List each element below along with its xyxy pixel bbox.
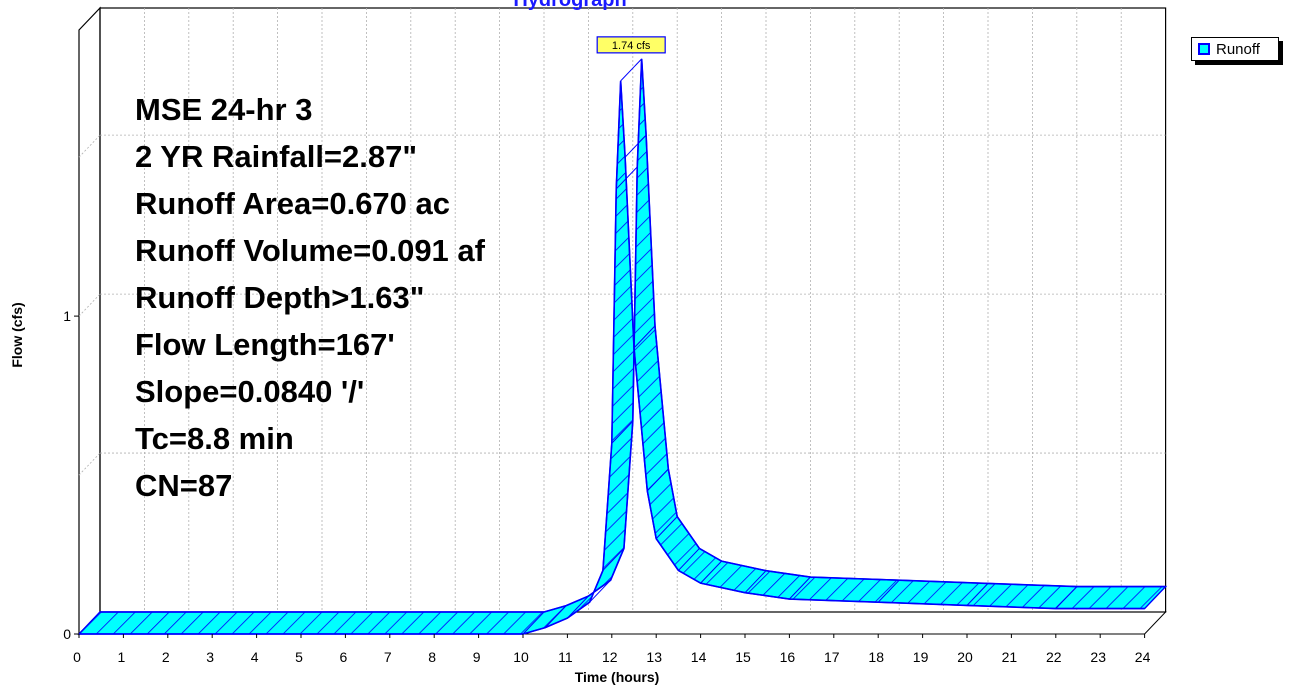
- x-tick-label: 20: [957, 649, 973, 665]
- series-runoff-point: [620, 58, 643, 82]
- info-line: Tc=8.8 min: [135, 421, 294, 456]
- x-tick-label: 19: [913, 649, 929, 665]
- left-wall: [78, 6, 101, 636]
- grid-line-y-side: [78, 134, 101, 158]
- x-tick-label: 22: [1046, 649, 1062, 665]
- x-tick-label: 10: [513, 649, 529, 665]
- x-tick-label: 23: [1090, 649, 1106, 665]
- y-axis-label: Flow (cfs): [9, 302, 25, 367]
- x-tick-label: 17: [824, 649, 840, 665]
- info-line: Runoff Depth>1.63": [135, 280, 424, 315]
- x-tick-label: 7: [384, 649, 392, 665]
- x-tick-label: 0: [73, 649, 81, 665]
- series-runoff-point: [611, 420, 634, 444]
- x-tick-label: 16: [780, 649, 796, 665]
- legend-label-runoff: Runoff: [1216, 40, 1260, 58]
- info-line: CN=87: [135, 468, 232, 503]
- series-runoff-point: [544, 605, 567, 628]
- legend-swatch-runoff: [1198, 43, 1210, 55]
- series-runoff-point: [1055, 586, 1078, 609]
- y-tick-label: 0: [63, 626, 71, 642]
- series-runoff-point: [877, 579, 900, 603]
- x-tick-label: 8: [428, 649, 436, 665]
- x-tick-label: 13: [646, 649, 662, 665]
- series-runoff-point: [700, 560, 722, 584]
- series-runoff-point: [744, 570, 767, 594]
- x-tick-label: 4: [251, 649, 259, 665]
- info-line: Runoff Area=0.670 ac: [135, 186, 450, 221]
- series-runoff-point: [78, 611, 101, 635]
- x-tick-label: 1: [118, 649, 126, 665]
- grid-line-y-side: [78, 452, 101, 476]
- x-tick-label: 24: [1135, 649, 1151, 665]
- legend: Runoff: [1191, 37, 1279, 61]
- info-line: Flow Length=167': [135, 327, 395, 362]
- peak-label: 1.74 cfs: [612, 40, 651, 52]
- x-tick-label: 11: [558, 649, 573, 665]
- axis-ticks: 0 1 2 3 4 5 6 7 8 9 10 11 12 13 14 15 16 17 18 19 20 21 22 23 24…: [63, 308, 1150, 665]
- series-runoff-point: [567, 595, 589, 619]
- series-layer: 1.74 cfs: [77, 36, 1168, 635]
- info-line: MSE 24-hr 3: [135, 92, 312, 127]
- grid-line-y-side: [78, 293, 101, 317]
- series-runoff-point: [1144, 586, 1166, 609]
- info-line: 2 YR Rainfall=2.87": [135, 139, 417, 174]
- x-tick-label: 14: [691, 649, 707, 665]
- x-tick-label: 5: [295, 649, 303, 665]
- chart-title: Hydrograph: [513, 0, 626, 11]
- info-annotations: MSE 24-hr 3 2 YR Rainfall=2.87" Runoff Are…: [135, 92, 486, 503]
- x-tick-label: 2: [162, 649, 170, 665]
- series-runoff-point: [678, 548, 700, 571]
- x-tick-label: 6: [340, 649, 348, 665]
- x-tick-label: 15: [735, 649, 751, 665]
- x-tick-label: 3: [206, 649, 214, 665]
- series-runoff-point: [589, 579, 611, 603]
- peak-label-box: [596, 36, 666, 54]
- series-runoff-point: [624, 134, 647, 158]
- series-runoff-point: [633, 325, 656, 349]
- series-runoff-point: [655, 516, 678, 539]
- series-runoff-point: [602, 548, 625, 571]
- info-line: Slope=0.0840 '/': [135, 374, 364, 409]
- x-axis-label: Time (hours): [575, 669, 660, 685]
- info-line: Runoff Volume=0.091 af: [135, 233, 486, 268]
- series-runoff-point: [646, 468, 669, 492]
- series-runoff-point: [615, 166, 638, 190]
- x-tick-label: 18: [868, 649, 884, 665]
- series-runoff-point: [789, 576, 811, 600]
- x-tick-label: 12: [602, 649, 618, 665]
- y-tick-label: 1: [63, 308, 71, 324]
- series-runoff-point: [966, 583, 989, 606]
- series-runoff-point: [522, 611, 545, 635]
- x-tick-label: 9: [473, 649, 481, 665]
- x-tick-label: 21: [1002, 649, 1018, 665]
